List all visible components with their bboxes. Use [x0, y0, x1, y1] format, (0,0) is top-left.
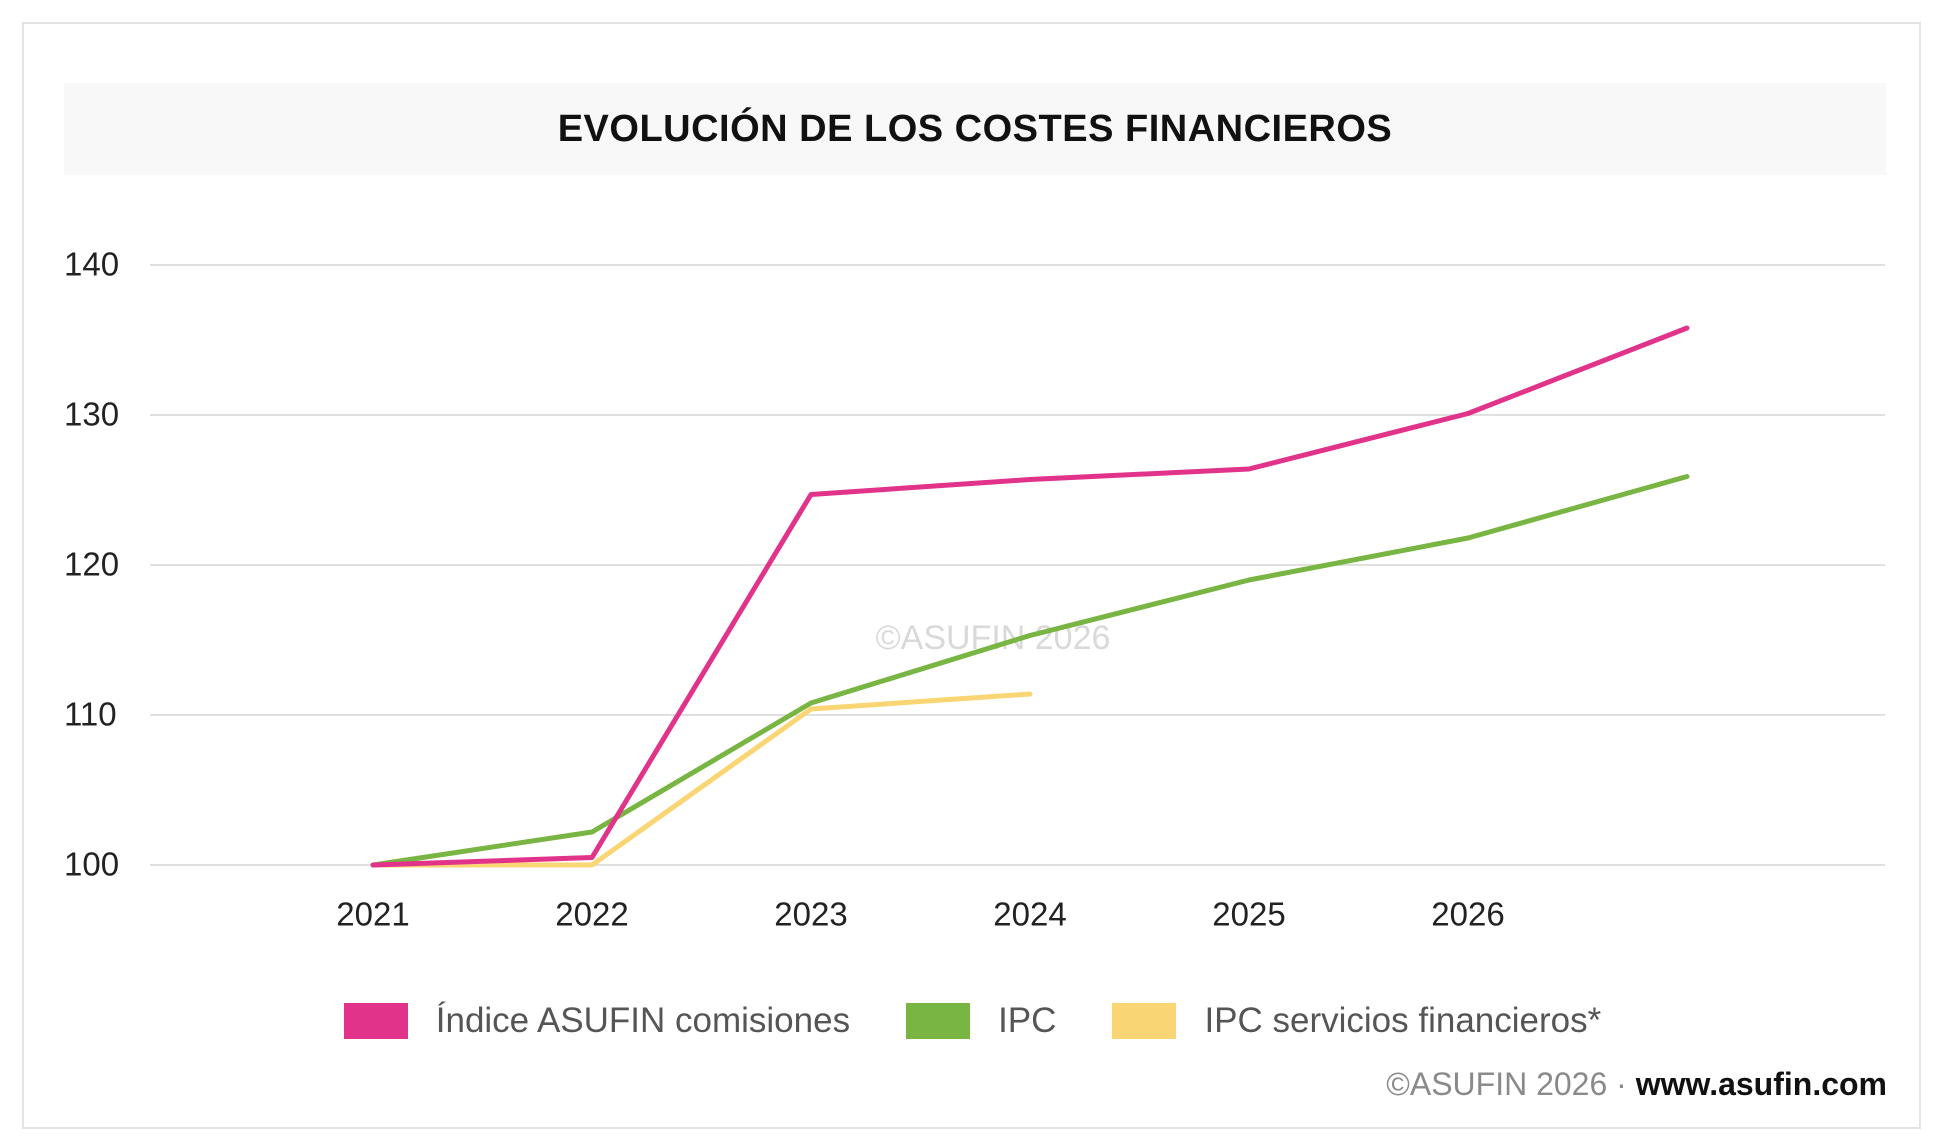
series-line-1: [370, 474, 1690, 868]
x-tick-label-2022: 2022: [555, 896, 628, 933]
footer-copyright: ©ASUFIN 2026: [1386, 1066, 1608, 1102]
x-axis-ticks: 2021 2022 2023 2024 2025 2026: [336, 896, 1504, 933]
footer-separator: ·: [1607, 1066, 1636, 1102]
legend: Índice ASUFIN comisiones IPC IPC servici…: [0, 996, 1945, 1046]
series-line-2: [370, 691, 1033, 868]
legend-swatch-asufin: [343, 1003, 408, 1039]
x-tick-label-2024: 2024: [993, 896, 1066, 933]
y-tick-label-100: 100: [64, 846, 119, 883]
x-tick-label-2021: 2021: [336, 896, 409, 933]
legend-item-ipc: IPC: [906, 1001, 1056, 1041]
series-line-0: [370, 325, 1690, 868]
chart-title-band: EVOLUCIÓN DE LOS COSTES FINANCIEROS: [64, 83, 1886, 175]
series-lines: [370, 325, 1690, 868]
legend-label-ipc-financial: IPC servicios financieros*: [1204, 1001, 1602, 1040]
chart-frame: [22, 22, 1921, 1129]
legend-label-ipc: IPC: [998, 1001, 1057, 1040]
legend-label-asufin: Índice ASUFIN comisiones: [435, 1001, 851, 1040]
x-tick-label-2025: 2025: [1212, 896, 1285, 933]
y-tick-label-130: 130: [64, 396, 119, 433]
y-tick-label-120: 120: [64, 546, 119, 583]
legend-item-ipc-financial: IPC servicios financieros*: [1112, 1001, 1601, 1041]
legend-swatch-ipc-financial: [1112, 1003, 1177, 1039]
legend-swatch-ipc: [906, 1003, 971, 1039]
footer-credit: ©ASUFIN 2026 · www.asufin.com: [1386, 1066, 1887, 1103]
footer-website[interactable]: www.asufin.com: [1635, 1066, 1887, 1102]
x-tick-label-2026: 2026: [1431, 896, 1504, 933]
y-tick-label-140: 140: [64, 246, 119, 283]
y-axis-ticks: 140 130 120 110 100: [64, 246, 119, 883]
chart-title: EVOLUCIÓN DE LOS COSTES FINANCIEROS: [557, 107, 1393, 150]
x-tick-label-2023: 2023: [774, 896, 847, 933]
grid-lines: [150, 264, 1885, 866]
y-tick-label-110: 110: [64, 696, 117, 733]
legend-item-asufin: Índice ASUFIN comisiones: [343, 1001, 851, 1041]
